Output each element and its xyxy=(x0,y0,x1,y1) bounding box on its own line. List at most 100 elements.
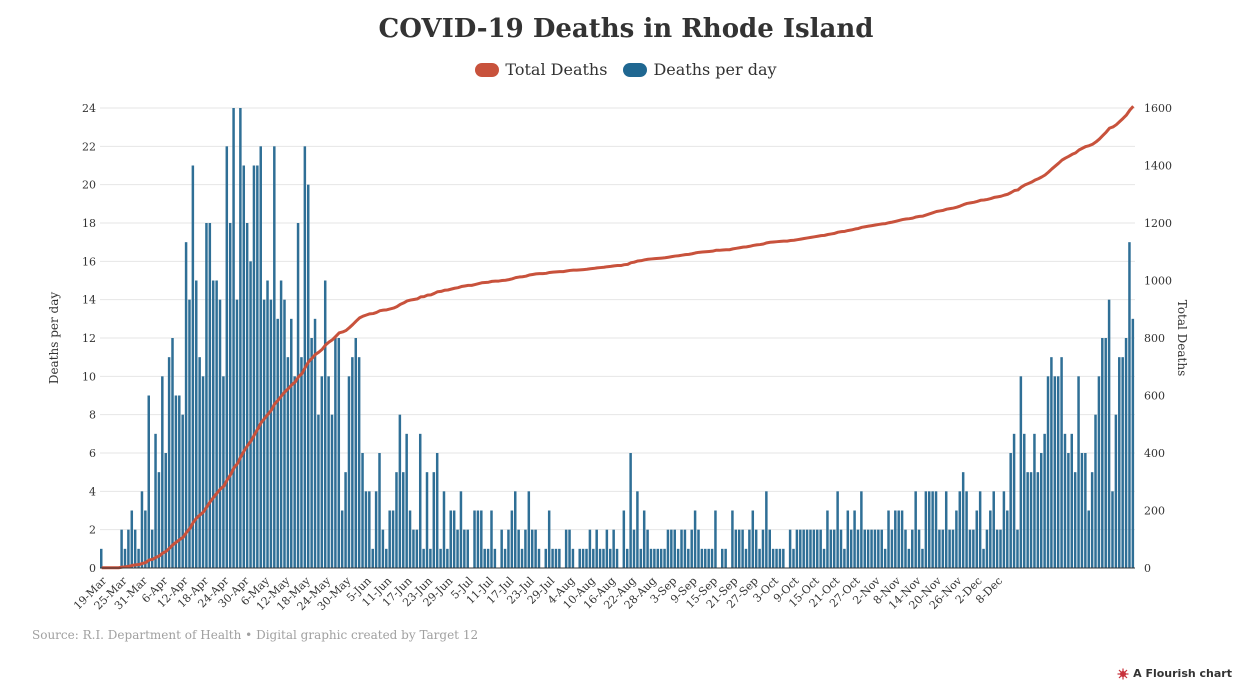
bar[interactable] xyxy=(1107,299,1111,568)
bar[interactable] xyxy=(120,529,123,568)
bar[interactable] xyxy=(127,529,130,568)
bar[interactable] xyxy=(123,548,127,568)
bar[interactable] xyxy=(330,414,334,568)
bar[interactable] xyxy=(1033,433,1036,568)
bar[interactable] xyxy=(938,529,941,568)
bar[interactable] xyxy=(816,529,819,568)
bar[interactable] xyxy=(554,548,558,568)
bar[interactable] xyxy=(405,433,408,568)
bar[interactable] xyxy=(999,529,1002,568)
bar[interactable] xyxy=(222,376,225,568)
bar[interactable] xyxy=(676,548,680,568)
bar[interactable] xyxy=(195,280,198,569)
bar[interactable] xyxy=(323,280,327,569)
bar[interactable] xyxy=(934,491,938,568)
bar[interactable] xyxy=(178,395,181,569)
bar[interactable] xyxy=(761,529,765,568)
bar[interactable] xyxy=(941,529,945,568)
bar[interactable] xyxy=(167,357,171,568)
bar[interactable] xyxy=(157,472,161,568)
bar[interactable] xyxy=(415,529,419,568)
bar[interactable] xyxy=(147,395,150,569)
bar[interactable] xyxy=(347,376,351,568)
bar[interactable] xyxy=(317,414,320,568)
bar[interactable] xyxy=(632,529,636,568)
bar[interactable] xyxy=(1128,242,1131,569)
bar[interactable] xyxy=(642,510,646,569)
bar[interactable] xyxy=(551,548,554,568)
bar[interactable] xyxy=(228,223,232,568)
bar[interactable] xyxy=(527,491,531,568)
bar[interactable] xyxy=(402,472,405,568)
bar[interactable] xyxy=(446,548,449,568)
bar[interactable] xyxy=(232,108,235,568)
bar[interactable] xyxy=(249,261,252,568)
bar[interactable] xyxy=(361,453,364,568)
bar[interactable] xyxy=(208,223,212,568)
legend-item-deaths-per-day[interactable]: Deaths per day xyxy=(623,60,777,79)
bar[interactable] xyxy=(663,548,666,568)
bar[interactable] xyxy=(768,529,771,568)
bar[interactable] xyxy=(846,510,850,569)
bar[interactable] xyxy=(670,529,673,568)
bar[interactable] xyxy=(381,529,385,568)
bar[interactable] xyxy=(408,510,412,569)
bar[interactable] xyxy=(751,510,755,569)
bar[interactable] xyxy=(493,548,497,568)
bar[interactable] xyxy=(296,223,300,568)
bar[interactable] xyxy=(870,529,873,568)
bar[interactable] xyxy=(245,223,249,568)
bar[interactable] xyxy=(799,529,802,568)
bar[interactable] xyxy=(490,510,493,569)
bar[interactable] xyxy=(1036,472,1040,568)
bar[interactable] xyxy=(1094,414,1097,568)
bar[interactable] xyxy=(564,529,568,568)
bar[interactable] xyxy=(721,548,724,568)
bar[interactable] xyxy=(340,510,344,569)
bar[interactable] xyxy=(1073,472,1077,568)
bar[interactable] xyxy=(832,529,836,568)
bar[interactable] xyxy=(466,529,469,568)
bar[interactable] xyxy=(211,280,215,569)
bar[interactable] xyxy=(585,548,588,568)
bar[interactable] xyxy=(1053,376,1057,568)
bar[interactable] xyxy=(741,529,744,568)
bar[interactable] xyxy=(656,548,660,568)
bar[interactable] xyxy=(1050,357,1053,568)
bar[interactable] xyxy=(924,491,928,568)
bar[interactable] xyxy=(880,529,883,568)
bar[interactable] xyxy=(636,491,639,568)
bar[interactable] xyxy=(853,510,856,569)
bar[interactable] xyxy=(581,548,585,568)
bar[interactable] xyxy=(388,510,391,569)
bar[interactable] xyxy=(659,548,663,568)
bar[interactable] xyxy=(507,529,510,568)
bar[interactable] xyxy=(412,529,415,568)
bar[interactable] xyxy=(609,548,612,568)
bar[interactable] xyxy=(843,548,846,568)
bar[interactable] xyxy=(534,529,537,568)
bar[interactable] xyxy=(883,548,887,568)
bar[interactable] xyxy=(911,529,914,568)
bar[interactable] xyxy=(395,472,398,568)
bar[interactable] xyxy=(252,165,256,569)
bar[interactable] xyxy=(1090,472,1094,568)
bar[interactable] xyxy=(483,548,486,568)
bar[interactable] xyxy=(418,433,422,568)
bar[interactable] xyxy=(184,242,188,569)
bar[interactable] xyxy=(697,529,700,568)
bar[interactable] xyxy=(897,510,900,569)
bar[interactable] xyxy=(435,453,439,568)
bar[interactable] xyxy=(792,548,795,568)
bar[interactable] xyxy=(714,510,717,569)
bar[interactable] xyxy=(1002,491,1006,568)
bar[interactable] xyxy=(517,529,520,568)
bar[interactable] xyxy=(486,548,490,568)
bar[interactable] xyxy=(432,472,436,568)
bar[interactable] xyxy=(802,529,805,568)
bar[interactable] xyxy=(235,299,239,568)
bar[interactable] xyxy=(873,529,877,568)
bar[interactable] xyxy=(1118,357,1121,568)
bar[interactable] xyxy=(822,548,826,568)
bar[interactable] xyxy=(771,548,775,568)
